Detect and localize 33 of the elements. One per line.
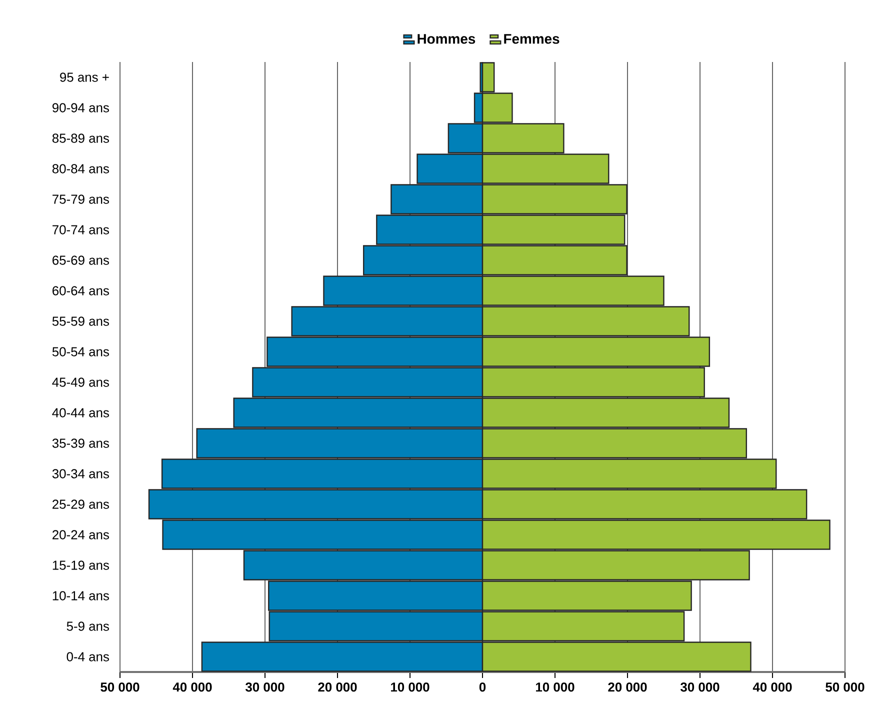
y-tick-label: 40-44 ans [52,408,110,418]
y-tick-label: 75-79 ans [52,194,110,204]
x-tick-label: 20 000 [318,682,357,692]
y-tick-label: 60-64 ans [52,286,110,296]
y-tick-label: 30-34 ans [52,469,110,478]
y-tick-label: 35-39 ans [52,438,110,448]
x-tick-label: 40 000 [172,682,212,692]
y-tick-label: 45-49 ans [52,378,110,387]
y-tick-label: 5-9 ans [66,622,110,631]
x-tick-label: 50 000 [100,682,140,692]
y-tick-label: 95 ans + [60,72,109,82]
y-tick-label: 20-24 ans [52,530,110,540]
y-tick-label: 55-59 ans [52,316,110,326]
legend-label: Hommes [418,34,476,44]
x-tick-label: 40 000 [752,682,792,692]
y-tick-label: 70-74 ans [52,225,110,234]
x-tick-label: 30 000 [245,682,284,692]
x-tick-label: 0 [479,682,486,692]
y-tick-label: 25-29 ans [52,500,110,509]
y-tick-label: 90-94 ans [52,103,110,112]
y-tick-label: 10-14 ans [52,591,110,600]
legend-label: Femmes [504,34,560,44]
x-tick-label: 50 000 [826,682,864,692]
y-tick-label: 15-19 ans [52,560,110,570]
x-tick-label: 10 000 [536,682,574,692]
y-tick-label: 50-54 ans [52,347,110,356]
y-tick-label: 85-89 ans [52,134,110,143]
y-tick-label: 65-69 ans [52,256,110,265]
y-tick-label: 80-84 ans [52,164,110,174]
y-tick-label: 0-4 ans [66,652,110,662]
x-tick-label: 30 000 [680,682,720,692]
x-tick-label: 20 000 [608,682,647,692]
x-tick-label: 10 000 [391,682,430,692]
